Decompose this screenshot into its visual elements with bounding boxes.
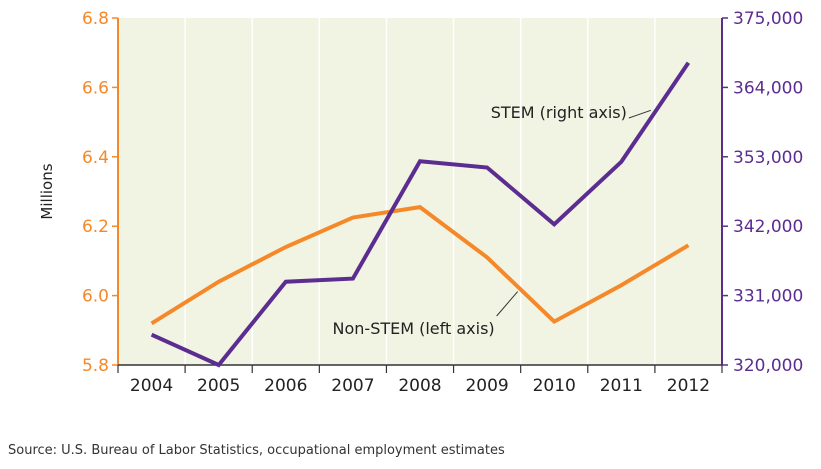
non-stem-series-label: Non-STEM (left axis) xyxy=(333,319,495,338)
stem-series-label: STEM (right axis) xyxy=(491,103,627,122)
x-tick-label: 2005 xyxy=(197,376,240,396)
category-dividers xyxy=(184,18,656,365)
x-tick-label: 2009 xyxy=(465,376,508,396)
x-axis: 2004 2005 2006 2007 2008 2009 2010 2011 2012 xyxy=(117,364,723,396)
right-tick-label: 375,000 xyxy=(733,9,803,29)
left-axis: 5.8 6.0 6.2 6.4 6.6 6.8 xyxy=(82,9,119,376)
right-tick-label: 342,000 xyxy=(733,217,803,237)
stem-label-leader xyxy=(628,109,652,119)
left-tick-label: 6.8 xyxy=(82,9,109,29)
right-tick-label: 320,000 xyxy=(733,356,803,376)
left-tick-label: 6.2 xyxy=(82,217,109,237)
left-axis-label: Millions xyxy=(38,163,56,219)
non-stem-label-leader xyxy=(496,291,519,317)
left-tick-label: 6.0 xyxy=(82,287,109,307)
left-tick-label: 6.6 xyxy=(82,78,109,98)
source-note: Source: U.S. Bureau of Labor Statistics,… xyxy=(8,443,505,458)
right-tick-label: 331,000 xyxy=(733,287,803,307)
x-tick-label: 2007 xyxy=(331,376,374,396)
x-tick-label: 2006 xyxy=(264,376,307,396)
chart: 5.8 6.0 6.2 6.4 6.6 6.8 320,000 331,000 342,000… xyxy=(38,9,803,396)
right-axis: 320,000 331,000 342,000 353,000 364,000 375,0… xyxy=(721,9,803,376)
right-tick-label: 364,000 xyxy=(733,78,803,98)
x-tick-label: 2011 xyxy=(600,376,643,396)
x-tick-label: 2004 xyxy=(130,376,173,396)
series-labels: STEM (right axis) Non-STEM (left axis) xyxy=(333,103,652,338)
stem-series-line xyxy=(150,61,691,368)
x-tick-label: 2012 xyxy=(667,376,710,396)
right-tick-label: 353,000 xyxy=(733,148,803,168)
non-stem-series-line xyxy=(150,204,690,326)
left-tick-label: 5.8 xyxy=(82,356,109,376)
series-lines xyxy=(150,61,691,368)
left-tick-label: 6.4 xyxy=(82,148,109,168)
x-tick-label: 2010 xyxy=(533,376,576,396)
x-tick-label: 2008 xyxy=(398,376,441,396)
plot-area xyxy=(118,18,722,365)
